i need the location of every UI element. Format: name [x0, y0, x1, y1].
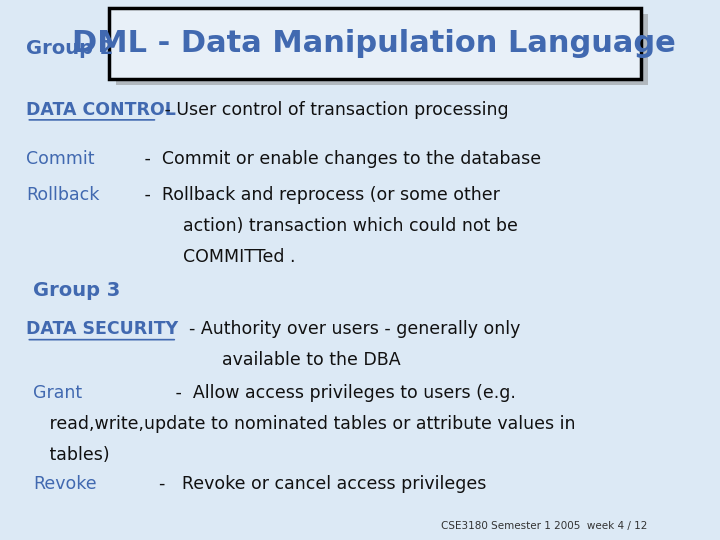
- Text: DATA SECURITY: DATA SECURITY: [27, 320, 179, 339]
- Text: Group 3: Group 3: [33, 281, 120, 300]
- Text: Rollback: Rollback: [27, 186, 100, 205]
- Text: -   Revoke or cancel access privileges: - Revoke or cancel access privileges: [125, 475, 486, 494]
- Text: - Authority over users - generally only: - Authority over users - generally only: [179, 320, 521, 339]
- Text: Grant: Grant: [33, 384, 82, 402]
- Text: action) transaction which could not be: action) transaction which could not be: [139, 217, 518, 235]
- Text: -  Rollback and reprocess (or some other: - Rollback and reprocess (or some other: [139, 186, 500, 205]
- Text: -  Allow access privileges to users (e.g.: - Allow access privileges to users (e.g.: [125, 384, 516, 402]
- Text: DATA CONTROL: DATA CONTROL: [27, 100, 176, 119]
- Text: -  Commit or enable changes to the database: - Commit or enable changes to the databa…: [139, 150, 541, 168]
- Text: available to the DBA: available to the DBA: [179, 351, 401, 369]
- Text: CSE3180 Semester 1 2005  week 4 / 12: CSE3180 Semester 1 2005 week 4 / 12: [441, 522, 647, 531]
- FancyBboxPatch shape: [116, 14, 647, 85]
- Text: DML - Data Manipulation Language: DML - Data Manipulation Language: [71, 29, 675, 58]
- Text: - User control of transaction processing: - User control of transaction processing: [158, 100, 508, 119]
- Text: COMMITTed .: COMMITTed .: [139, 248, 295, 266]
- FancyBboxPatch shape: [109, 8, 641, 79]
- Text: tables): tables): [33, 446, 109, 464]
- FancyBboxPatch shape: [0, 0, 667, 540]
- Text: Commit: Commit: [27, 150, 95, 168]
- Text: Revoke: Revoke: [33, 475, 96, 494]
- Text: Group 2: Group 2: [27, 39, 114, 58]
- Text: read,write,update to nominated tables or attribute values in: read,write,update to nominated tables or…: [33, 415, 575, 433]
